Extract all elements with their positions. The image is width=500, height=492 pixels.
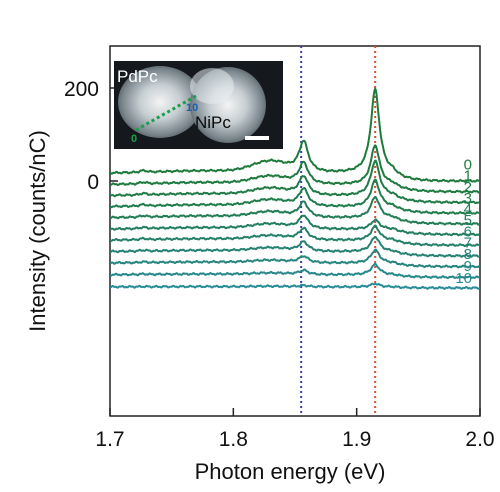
trace-label-10: 10 xyxy=(455,270,472,287)
inset-stm-image: PdPc NiPc 0 10 xyxy=(114,61,283,149)
spectrum-line-5 xyxy=(110,214,480,237)
trace-label-7: 7 xyxy=(464,235,472,252)
inset-label-nipc: NiPc xyxy=(195,113,231,132)
spectrum-line-10 xyxy=(110,282,480,290)
x-axis-ticks: 1.7 1.8 1.9 2.0 xyxy=(95,408,495,451)
y-axis-title: Intensity (counts/nC) xyxy=(25,130,50,332)
trace-label-4: 4 xyxy=(464,201,472,218)
trace-label-6: 6 xyxy=(464,223,472,240)
spectrum-line-9 xyxy=(110,262,480,280)
spectrum-line-1 xyxy=(110,144,480,194)
y-tick-label-200: 200 xyxy=(64,78,99,101)
spectrum-line-8 xyxy=(110,248,480,269)
x-tick-label: 2.0 xyxy=(465,428,494,451)
spectrum-line-6 xyxy=(110,224,480,248)
spectrum-line-2 xyxy=(110,159,480,205)
spectrum-traces xyxy=(110,86,480,290)
reference-lines xyxy=(300,46,377,416)
trace-label-9: 9 xyxy=(464,258,472,275)
inset-marker-end: 10 xyxy=(186,102,198,114)
plot-frame xyxy=(109,45,481,417)
x-tick-label: 1.8 xyxy=(219,428,248,451)
y-tick-label-0: 0 xyxy=(87,171,99,194)
x-tick-label: 1.7 xyxy=(95,428,124,451)
spectrum-line-4 xyxy=(110,196,480,226)
inset-label-pdpc: PdPc xyxy=(117,67,158,86)
x-axis-title: Photon energy (eV) xyxy=(195,459,386,484)
trace-label-2: 2 xyxy=(464,179,472,196)
spectrum-line-7 xyxy=(110,235,480,258)
x-tick-label: 1.9 xyxy=(342,428,371,451)
trace-label-8: 8 xyxy=(464,246,472,263)
trace-label-5: 5 xyxy=(464,212,472,229)
trace-label-3: 3 xyxy=(464,190,472,207)
trace-label-0: 0 xyxy=(464,156,472,173)
inset-marker-start: 0 xyxy=(131,133,137,145)
inset-scale-bar xyxy=(245,136,269,140)
spectrum-line-3 xyxy=(110,178,480,216)
spectrum-line-0 xyxy=(110,86,480,183)
trace-label-1: 1 xyxy=(464,168,472,185)
